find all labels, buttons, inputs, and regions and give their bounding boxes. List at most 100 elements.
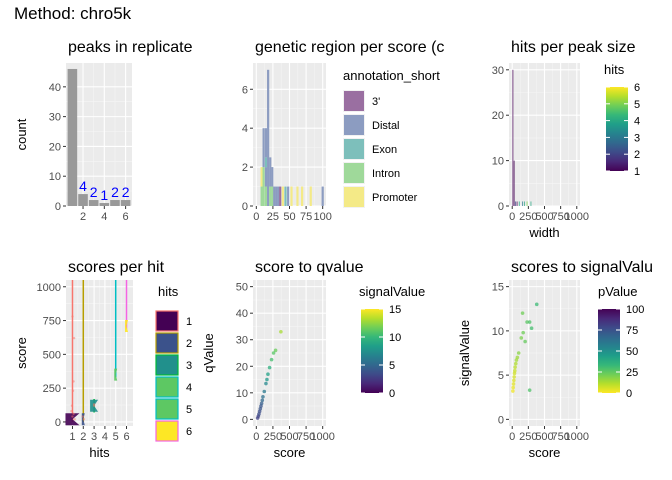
legend-key xyxy=(155,354,179,376)
bar xyxy=(513,160,515,206)
stacked-bar-segment xyxy=(262,167,265,206)
legend-key xyxy=(155,398,179,420)
stacked-bar-segment xyxy=(271,186,274,206)
x-tick-label: 2 xyxy=(80,211,86,223)
pvalue-tick-label: 75 xyxy=(626,325,638,337)
y-tick-label: 30 xyxy=(492,65,504,77)
bar xyxy=(110,200,120,206)
x-axis-label: hits xyxy=(89,445,110,460)
y-tick-label: 0 xyxy=(498,414,504,426)
bar xyxy=(88,200,99,206)
y-tick-label: 4 xyxy=(242,123,248,135)
scatter-point xyxy=(527,320,532,324)
stacked-bar-segment xyxy=(269,186,272,206)
scatter-point xyxy=(512,375,516,379)
stacked-bar-segment xyxy=(273,186,276,206)
x-tick-label: 0 xyxy=(509,431,515,443)
x-tick-label: 250 xyxy=(519,211,537,223)
y-tick-label: 0 xyxy=(498,201,504,213)
x-tick-label: 25 xyxy=(267,211,279,223)
signalvalue-legend-colorbar xyxy=(361,309,383,393)
signalvalue-legend-title: signalValue xyxy=(359,284,425,299)
stacked-bar-segment xyxy=(267,69,270,206)
stacked-bar-segment xyxy=(260,167,263,187)
scatter-point xyxy=(511,389,515,393)
y-tick-label: 50 xyxy=(236,282,248,294)
y-tick-label: 10 xyxy=(492,326,504,338)
bar-data-label: 2 xyxy=(122,184,130,200)
hits-legend-tick-label: 1 xyxy=(634,166,640,178)
y-tick-label: 5 xyxy=(498,370,504,382)
stacked-bar-segment xyxy=(269,157,272,187)
legend-title: hits xyxy=(158,284,179,299)
x-tick-label: 5 xyxy=(113,431,119,443)
y-tick-label: 10 xyxy=(49,171,61,183)
scatter-point xyxy=(523,339,527,344)
stacked-bar-segment xyxy=(309,186,312,206)
y-tick-label: 0 xyxy=(55,201,61,213)
panel-title: score to qvalue xyxy=(255,259,364,276)
y-tick-label: 0 xyxy=(55,417,61,429)
hits-legend-title: hits xyxy=(604,62,625,77)
x-tick-label: 500 xyxy=(535,431,553,443)
signalvalue-legend-tick-label: 15 xyxy=(389,304,401,316)
stacked-bar-segment xyxy=(321,186,324,206)
y-tick-label: 10 xyxy=(492,156,504,168)
bar-data-label: 2 xyxy=(111,184,119,200)
y-tick-label: 0 xyxy=(242,201,248,213)
y-tick-label: 500 xyxy=(43,349,61,361)
legend-key xyxy=(155,420,179,442)
jitter-point xyxy=(72,412,75,416)
stacked-bar-segment xyxy=(296,186,299,206)
bar xyxy=(526,201,528,206)
legend-key xyxy=(344,163,364,183)
jitter-point xyxy=(92,403,96,406)
y-tick-label: 20 xyxy=(492,110,504,122)
y-axis-label: signalValue xyxy=(457,320,472,386)
hits-legend-tick-label: 2 xyxy=(634,149,640,161)
x-tick-label: 750 xyxy=(551,431,569,443)
y-tick-label: 250 xyxy=(43,383,61,395)
pvalue-colorbar xyxy=(598,309,620,393)
scatter-point xyxy=(261,395,265,399)
scatter-point xyxy=(513,368,517,373)
jitter-point xyxy=(72,380,75,383)
x-tick-label: 500 xyxy=(535,211,553,223)
scatter-point xyxy=(273,348,278,353)
y-tick-label: 30 xyxy=(236,335,248,347)
legend-label: Intron xyxy=(372,168,400,180)
stacked-bar-segment xyxy=(264,167,268,187)
bar xyxy=(514,201,516,206)
bar xyxy=(522,201,524,206)
jitter-point xyxy=(71,415,74,418)
scatter-point xyxy=(269,357,274,362)
legend-key xyxy=(155,376,179,398)
stacked-bar-segment xyxy=(262,128,265,168)
bar xyxy=(523,201,526,206)
y-tick-label: 10 xyxy=(236,388,248,400)
legend-label: 6 xyxy=(186,426,192,438)
pvalue-tick-label: 50 xyxy=(626,346,638,358)
panel-title: peaks in replicate xyxy=(68,39,193,56)
legend-label: Distal xyxy=(372,120,400,132)
scatter-point xyxy=(262,389,267,394)
hits-legend-tick-label: 3 xyxy=(634,132,640,144)
legend-key xyxy=(155,332,179,354)
bar-data-label: 1 xyxy=(100,187,108,203)
scatter-point xyxy=(534,302,539,307)
legend-label: Promoter xyxy=(372,192,418,204)
y-axis-label: qValue xyxy=(201,333,216,373)
stacked-bar-segment xyxy=(264,157,268,168)
pvalue-tick-label: 100 xyxy=(626,304,644,316)
signalvalue-legend-tick-label: 5 xyxy=(389,360,395,372)
jitter-point xyxy=(71,315,74,318)
stacked-bar-segment xyxy=(277,186,280,206)
panel-title: scores per hit xyxy=(68,259,165,276)
scatter-point xyxy=(525,320,529,324)
y-tick-label: 20 xyxy=(49,141,61,153)
bar xyxy=(530,201,532,206)
jitter-point xyxy=(73,418,76,421)
y-tick-label: 20 xyxy=(236,361,248,373)
